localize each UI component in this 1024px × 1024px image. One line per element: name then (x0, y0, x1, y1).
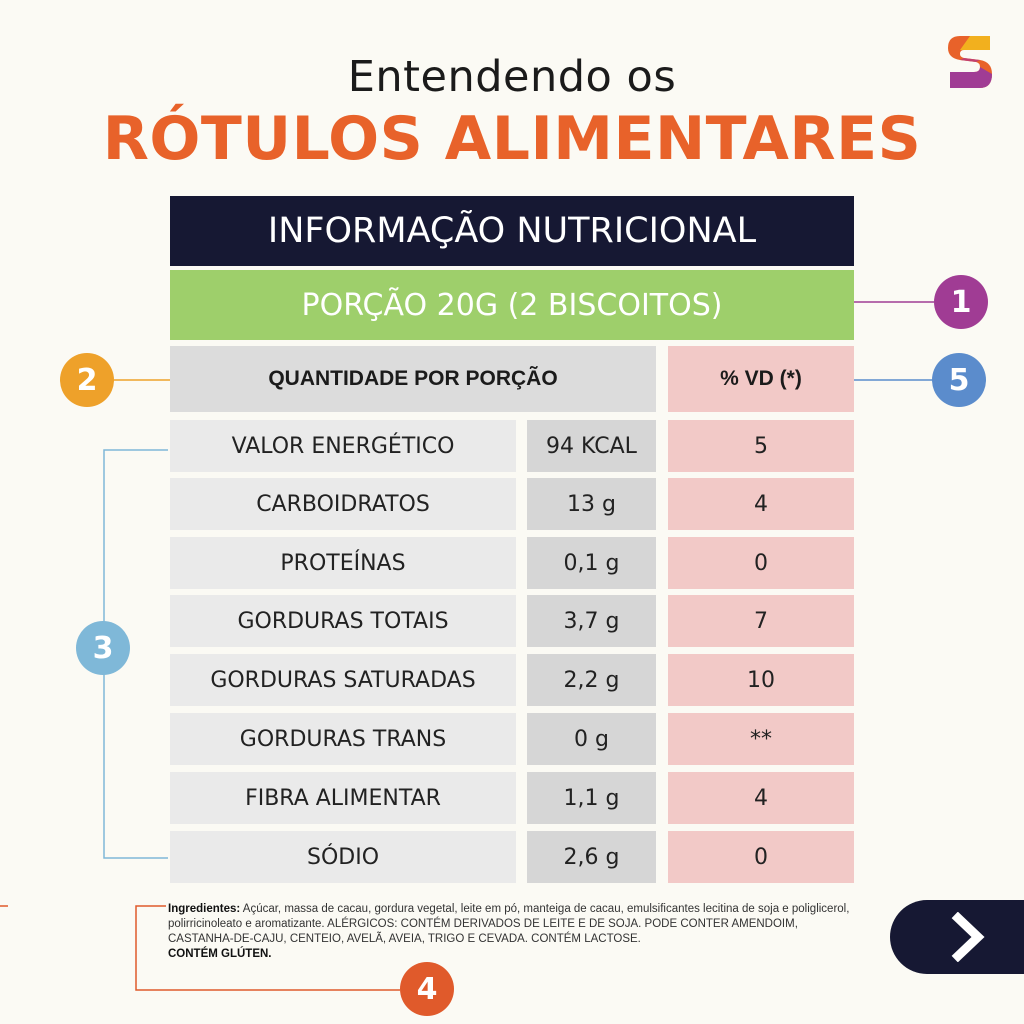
callout-badge-4: 4 (400, 962, 454, 1016)
nutrient-vd: 4 (668, 478, 854, 530)
nutrient-vd: 4 (668, 772, 854, 824)
callout-badge-1: 1 (934, 275, 988, 329)
nutrient-amount: 2,6 g (527, 831, 656, 883)
nutrient-vd: 7 (668, 595, 854, 647)
nutrient-amount: 2,2 g (527, 654, 656, 706)
nutrient-vd: 0 (668, 537, 854, 589)
nutrient-name: CARBOIDRATOS (170, 478, 516, 530)
nutrient-name: VALOR ENERGÉTICO (170, 420, 516, 472)
nutrient-amount: 1,1 g (527, 772, 656, 824)
portion-bar: PORÇÃO 20G (2 BISCOITOS) (170, 270, 854, 340)
quantity-per-portion-header: QUANTIDADE POR PORÇÃO (170, 346, 656, 412)
nutrient-amount: 0 g (527, 713, 656, 765)
callout-badge-5: 5 (932, 353, 986, 407)
nutrient-name: PROTEÍNAS (170, 537, 516, 589)
daily-value-header: % VD (*) (668, 346, 854, 412)
ingredients-body: Açúcar, massa de cacau, gordura vegetal,… (168, 903, 850, 945)
nutrient-vd: 0 (668, 831, 854, 883)
nutrient-amount: 94 KCAL (527, 420, 656, 472)
nutrient-vd: 10 (668, 654, 854, 706)
page-title: RÓTULOS ALIMENTARES (102, 104, 922, 174)
nutrient-name: GORDURAS TRANS (170, 713, 516, 765)
nutrient-amount: 13 g (527, 478, 656, 530)
nutrient-name: FIBRA ALIMENTAR (170, 772, 516, 824)
brand-s-logo-icon (948, 36, 992, 88)
nutrient-name: SÓDIO (170, 831, 516, 883)
page-subtitle: Entendendo os (347, 52, 677, 102)
ingredients-label: Ingredientes: (168, 903, 241, 915)
callout-badge-3: 3 (76, 621, 130, 675)
nutrient-amount: 3,7 g (527, 595, 656, 647)
nutrient-vd: 5 (668, 420, 854, 472)
nutrition-info-title: INFORMAÇÃO NUTRICIONAL (170, 196, 854, 266)
nutrient-amount: 0,1 g (527, 537, 656, 589)
chevron-right-icon (951, 912, 985, 962)
nutrient-vd: ** (668, 713, 854, 765)
callout-badge-2: 2 (60, 353, 114, 407)
gluten-warning: CONTÉM GLÚTEN. (168, 948, 272, 960)
nutrient-name: GORDURAS TOTAIS (170, 595, 516, 647)
nutrient-name: GORDURAS SATURADAS (170, 654, 516, 706)
ingredients-text: Ingredientes: Açúcar, massa de cacau, go… (168, 902, 858, 962)
next-button[interactable] (890, 900, 1024, 974)
